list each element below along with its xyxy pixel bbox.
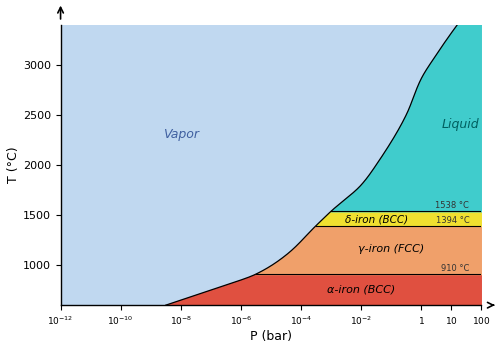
Text: Vapor: Vapor	[163, 128, 199, 141]
Text: 910 °C: 910 °C	[441, 264, 470, 273]
Text: 1538 °C: 1538 °C	[436, 202, 470, 210]
X-axis label: P (bar): P (bar)	[250, 330, 292, 343]
Text: δ-iron (BCC): δ-iron (BCC)	[344, 214, 408, 224]
Text: Liquid: Liquid	[442, 118, 479, 131]
Text: α-iron (BCC): α-iron (BCC)	[327, 284, 395, 294]
Y-axis label: T (°C): T (°C)	[7, 147, 20, 183]
Text: γ-iron (FCC): γ-iron (FCC)	[358, 244, 424, 254]
Text: 1394 °C: 1394 °C	[436, 216, 470, 225]
